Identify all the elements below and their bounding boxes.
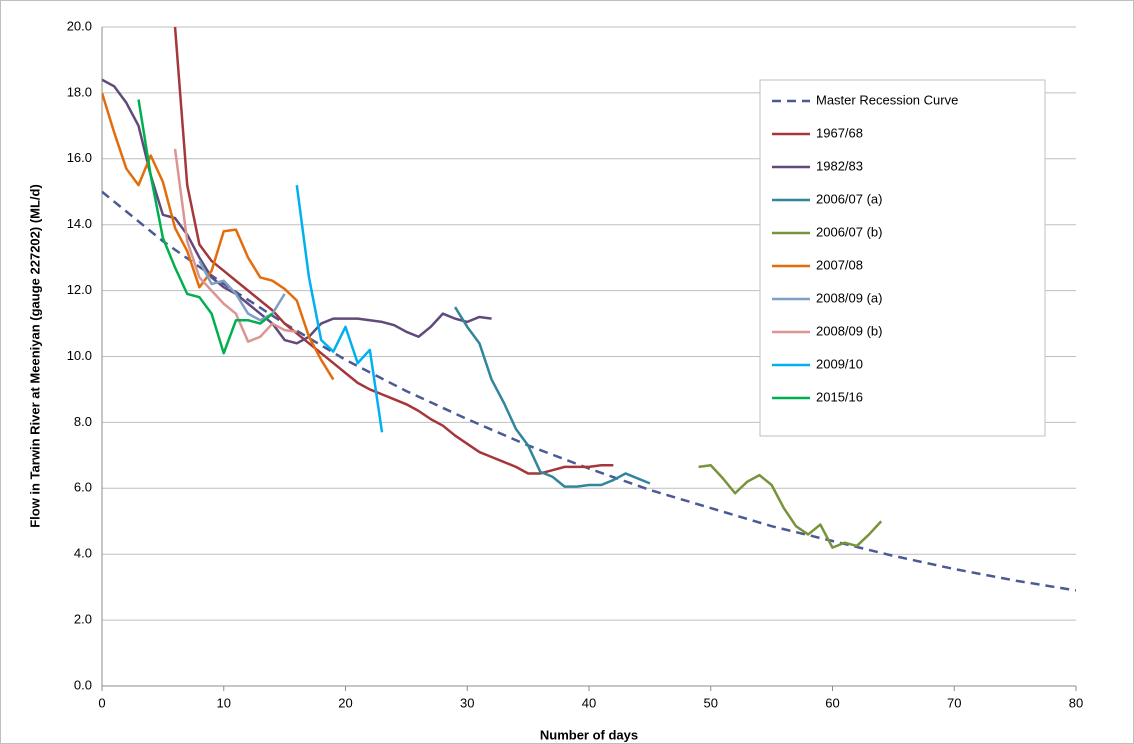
y-tick-label: 12.0	[67, 282, 92, 297]
x-axis-title: Number of days	[540, 727, 638, 742]
series-line	[295, 184, 384, 433]
y-tick-label: 2.0	[74, 612, 92, 627]
legend-label: 1967/68	[816, 125, 863, 140]
legend-label: 2008/09 (a)	[816, 290, 883, 305]
y-tick-label: 14.0	[67, 216, 92, 231]
x-tick-label: 30	[460, 695, 474, 710]
legend-label: 1982/83	[816, 158, 863, 173]
series-line	[102, 190, 1076, 592]
legend-label: 2006/07 (b)	[816, 224, 883, 239]
legend-box	[759, 79, 1046, 437]
x-tick-label: 0	[98, 695, 105, 710]
series-line	[173, 27, 614, 475]
plot-lines	[102, 27, 1076, 592]
x-tick-label: 40	[582, 695, 596, 710]
x-tick-label: 50	[704, 695, 718, 710]
x-tick-label: 20	[338, 695, 352, 710]
legend-label: 2015/16	[816, 389, 863, 404]
y-tick-label: 8.0	[74, 414, 92, 429]
series-line	[137, 99, 274, 355]
legend: Master Recession Curve 1967/68 1982/83 2006…	[759, 79, 1046, 437]
x-tick-label: 10	[217, 695, 231, 710]
y-tick-label: 0.0	[74, 677, 92, 692]
series-line	[102, 92, 335, 381]
series-line	[698, 463, 883, 549]
series-line	[454, 306, 651, 488]
legend-label: 2007/08	[816, 257, 863, 272]
y-tick-label: 6.0	[74, 480, 92, 495]
legend-label: 2009/10	[816, 356, 863, 371]
legend-label: 2008/09 (b)	[816, 323, 883, 338]
legend-label: Master Recession Curve	[816, 92, 958, 107]
y-axis-title: Flow in Tarwin River at Meeniyan (gauge …	[27, 184, 42, 528]
legend-label: 2006/07 (a)	[816, 191, 883, 206]
y-tick-label: 16.0	[67, 150, 92, 165]
x-tick-label: 80	[1069, 695, 1083, 710]
y-tick-label: 4.0	[74, 546, 92, 561]
y-tick-label: 10.0	[67, 348, 92, 363]
series-line	[102, 78, 492, 345]
x-tick-label: 70	[947, 695, 961, 710]
y-tick-label: 20.0	[67, 18, 92, 33]
y-tick-label: 18.0	[67, 84, 92, 99]
series-line	[173, 148, 297, 343]
x-tick-label: 60	[825, 695, 839, 710]
